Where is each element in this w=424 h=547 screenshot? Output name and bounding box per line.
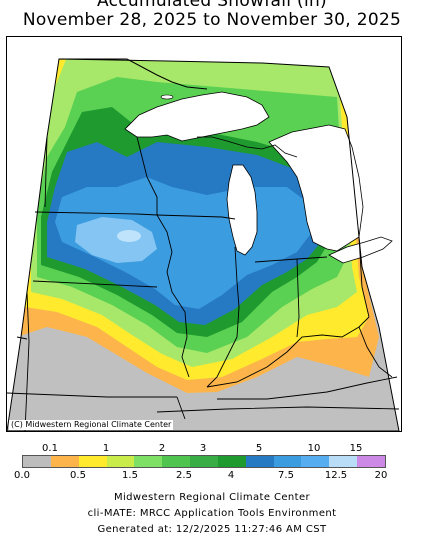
snowfall-legend: 0.1 1 2 3 5 10 15 0.0 0.5 1.5 2.5 4 7.5 … (14, 443, 388, 485)
legend-swatch (301, 456, 330, 467)
legend-swatch (134, 456, 163, 467)
isle-royale (160, 94, 174, 100)
legend-swatch (23, 456, 51, 467)
date-range-title: November 28, 2025 to November 30, 2025 (22, 10, 402, 30)
legend-label-lower: 7.5 (278, 470, 294, 481)
legend-swatch (106, 456, 135, 467)
legend-label-upper: 1 (102, 443, 110, 454)
footer-generated-time: Generated at: 12/2/2025 11:27:46 AM CST (97, 524, 327, 535)
legend-label-lower: 4 (227, 470, 235, 481)
map-svg (7, 37, 401, 431)
legend-label-lower: 20 (374, 470, 388, 481)
legend-label-upper: 3 (199, 443, 207, 454)
legend-swatch (190, 456, 218, 467)
snow-band-light-blue (75, 217, 157, 263)
legend-swatch (78, 456, 107, 467)
snow-band-pale-blue (117, 230, 141, 242)
state-boundaries (7, 136, 400, 431)
map-title: Accumulated Snowfall (in) (97, 0, 327, 11)
legend-swatch (329, 456, 358, 467)
snowfall-map: (C) Midwestern Regional Climate Center (6, 36, 402, 432)
legend-swatch (273, 456, 302, 467)
legend-swatch (357, 456, 385, 467)
legend-swatch (50, 456, 79, 467)
us-canada-border (59, 58, 208, 90)
legend-swatch (217, 456, 246, 467)
legend-label-lower: 2.5 (176, 470, 192, 481)
legend-label-upper: 2 (158, 443, 166, 454)
lake-michigan (226, 164, 258, 256)
lake-huron (268, 124, 364, 252)
legend-label-lower: 1.5 (122, 470, 138, 481)
legend-label-lower: 12.5 (324, 470, 348, 481)
legend-label-upper: 0.1 (42, 443, 58, 454)
legend-color-bar (22, 455, 386, 468)
domain-outline (7, 58, 400, 431)
canada-region (59, 37, 401, 237)
legend-label-upper: 10 (307, 443, 321, 454)
legend-swatch (162, 456, 191, 467)
legend-label-lower: 0.0 (14, 470, 30, 481)
michigan-up-outline (197, 136, 298, 158)
legend-swatch (245, 456, 274, 467)
legend-label-upper: 5 (255, 443, 263, 454)
legend-label-lower: 0.5 (70, 470, 86, 481)
map-credit: (C) Midwestern Regional Climate Center (9, 420, 174, 430)
footer-organization: Midwestern Regional Climate Center (113, 492, 311, 503)
legend-label-upper: 15 (349, 443, 363, 454)
lake-superior (124, 91, 270, 142)
footer-application: cli-MATE: MRCC Application Tools Environ… (87, 508, 337, 519)
